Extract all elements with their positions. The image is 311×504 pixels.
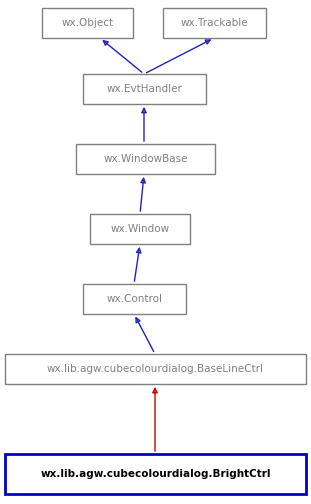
Text: wx.WindowBase: wx.WindowBase — [103, 154, 188, 164]
Text: wx.Trackable: wx.Trackable — [181, 18, 248, 28]
FancyBboxPatch shape — [163, 8, 266, 38]
Text: wx.lib.agw.cubecolourdialog.BaseLineCtrl: wx.lib.agw.cubecolourdialog.BaseLineCtrl — [47, 364, 264, 374]
Text: wx.lib.agw.cubecolourdialog.BrightCtrl: wx.lib.agw.cubecolourdialog.BrightCtrl — [40, 469, 271, 479]
FancyBboxPatch shape — [76, 144, 215, 174]
Text: wx.EvtHandler: wx.EvtHandler — [107, 84, 183, 94]
FancyBboxPatch shape — [42, 8, 133, 38]
Text: wx.Object: wx.Object — [62, 18, 114, 28]
FancyBboxPatch shape — [5, 354, 306, 384]
Text: wx.Control: wx.Control — [106, 294, 163, 304]
Text: wx.Window: wx.Window — [110, 224, 169, 234]
FancyBboxPatch shape — [5, 454, 306, 494]
FancyBboxPatch shape — [83, 284, 186, 314]
FancyBboxPatch shape — [83, 74, 206, 104]
FancyBboxPatch shape — [90, 214, 190, 244]
